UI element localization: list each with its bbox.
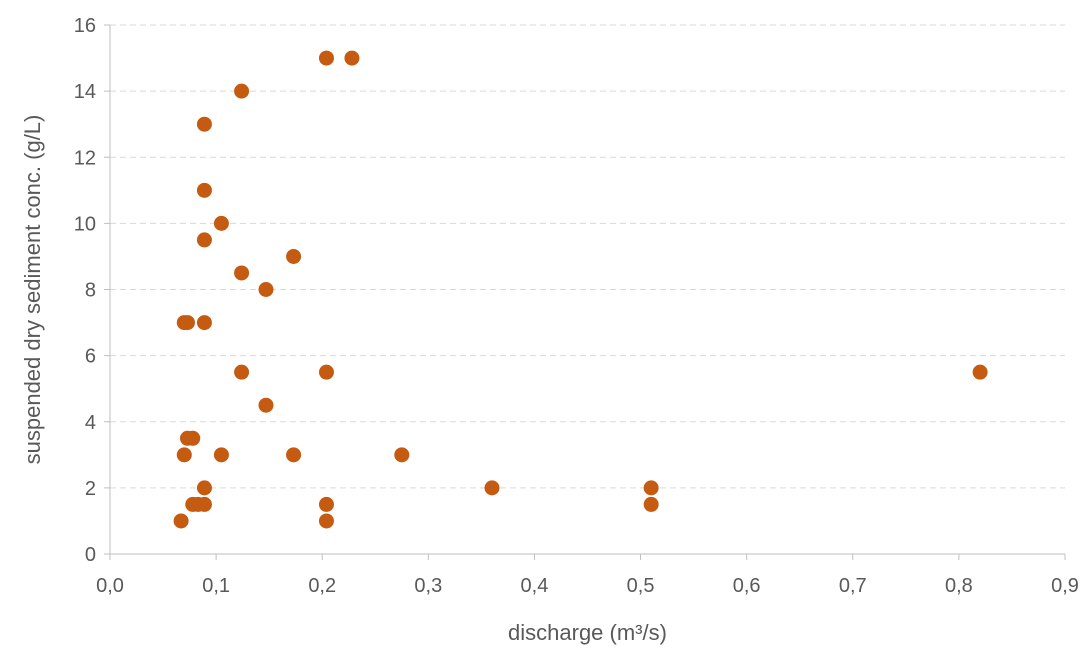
x-tick-label: 0,2 xyxy=(308,575,336,597)
data-point xyxy=(234,83,250,99)
y-tick-label: 6 xyxy=(85,346,96,368)
x-axis-title: discharge (m³/s) xyxy=(508,620,667,645)
data-point xyxy=(258,282,274,297)
data-point xyxy=(643,480,659,496)
x-tick-label: 0,3 xyxy=(414,575,442,597)
data-point xyxy=(318,50,334,66)
data-point xyxy=(318,513,334,529)
y-tick-label: 16 xyxy=(74,15,96,37)
data-point xyxy=(196,480,212,496)
x-tick-label: 0,1 xyxy=(202,575,230,597)
data-point xyxy=(196,116,212,132)
data-point xyxy=(234,265,250,281)
data-point xyxy=(318,496,334,512)
data-point xyxy=(643,496,659,512)
y-tick-label: 12 xyxy=(74,147,96,169)
y-axis-tick-labels: 0 2 4 6 8 10 12 14 16 xyxy=(74,15,96,566)
y-tick-label: 4 xyxy=(85,412,96,434)
data-point xyxy=(213,447,229,463)
data-point xyxy=(972,364,988,380)
data-point xyxy=(484,480,500,496)
data-point xyxy=(196,182,212,198)
x-tick-label: 0,7 xyxy=(839,575,867,597)
x-tick-label: 0,9 xyxy=(1051,575,1079,597)
data-point xyxy=(176,447,192,463)
y-axis-title: suspended dry sediment conc. (g/L) xyxy=(20,115,45,465)
data-point xyxy=(196,315,212,331)
data-point xyxy=(286,447,302,463)
y-tick-label: 14 xyxy=(74,81,96,103)
x-tick-label: 0,0 xyxy=(96,575,124,597)
data-point xyxy=(173,513,189,529)
data-point xyxy=(179,315,195,331)
data-points xyxy=(173,50,988,529)
axes xyxy=(104,24,1066,560)
x-tick-label: 0,5 xyxy=(627,575,655,597)
data-point xyxy=(286,248,302,264)
data-point xyxy=(185,430,201,446)
y-tick-label: 8 xyxy=(85,280,96,302)
data-point xyxy=(394,447,410,463)
x-axis-tick-labels: 0,0 0,1 0,2 0,3 0,4 0,5 0,6 0,7 0,8 0,9 xyxy=(96,575,1079,597)
data-point xyxy=(258,397,274,413)
x-tick-label: 0,6 xyxy=(733,575,761,597)
x-tick-label: 0,8 xyxy=(945,575,973,597)
y-tick-label: 10 xyxy=(74,213,96,235)
data-point xyxy=(213,215,229,231)
data-point xyxy=(196,232,212,248)
data-point xyxy=(234,364,250,380)
data-point xyxy=(318,364,334,380)
data-point xyxy=(344,50,360,66)
y-tick-label: 0 xyxy=(85,544,96,566)
gridlines xyxy=(110,24,1065,489)
data-point xyxy=(196,496,212,512)
x-tick-label: 0,4 xyxy=(521,575,549,597)
y-tick-label: 2 xyxy=(85,478,96,500)
